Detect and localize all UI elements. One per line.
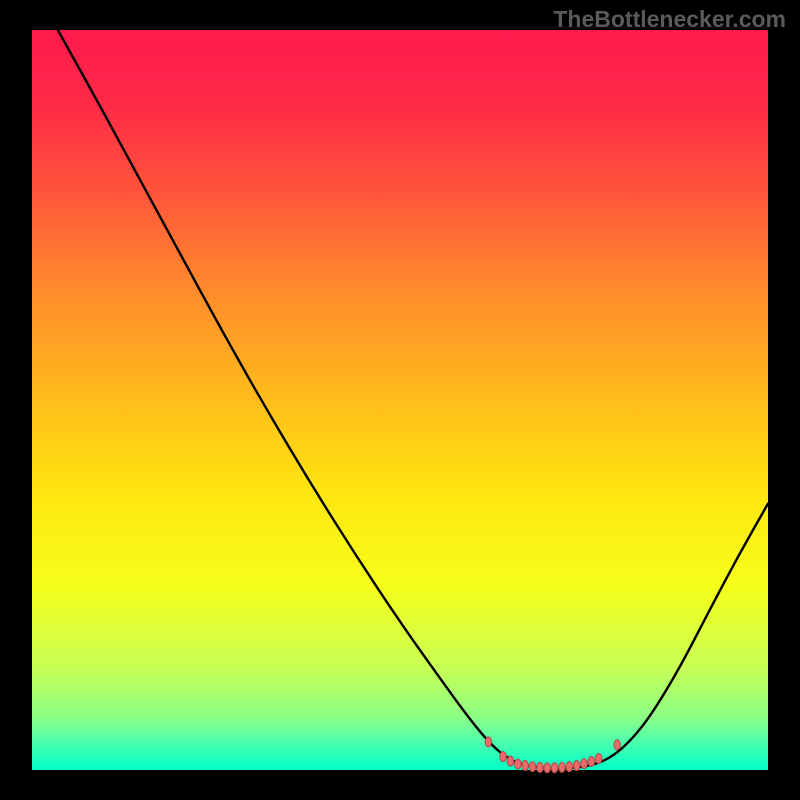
- optimal-marker: [614, 740, 620, 750]
- optimal-marker: [551, 763, 557, 773]
- optimal-marker: [566, 762, 572, 772]
- watermark-text: TheBottlenecker.com: [553, 6, 786, 33]
- chart-container: TheBottlenecker.com: [0, 0, 800, 800]
- optimal-marker: [588, 756, 594, 766]
- optimal-marker: [596, 754, 602, 764]
- optimal-marker: [559, 762, 565, 772]
- optimal-marker: [544, 763, 550, 773]
- optimal-marker: [581, 759, 587, 769]
- optimal-marker: [529, 762, 535, 772]
- optimal-marker: [573, 761, 579, 771]
- optimal-marker: [485, 737, 491, 747]
- optimal-marker: [507, 756, 513, 766]
- optimal-marker: [522, 761, 528, 771]
- chart-gradient-bg: [32, 30, 768, 770]
- optimal-marker: [500, 752, 506, 762]
- bottleneck-chart: [0, 0, 800, 800]
- optimal-marker: [515, 759, 521, 769]
- optimal-marker: [537, 762, 543, 772]
